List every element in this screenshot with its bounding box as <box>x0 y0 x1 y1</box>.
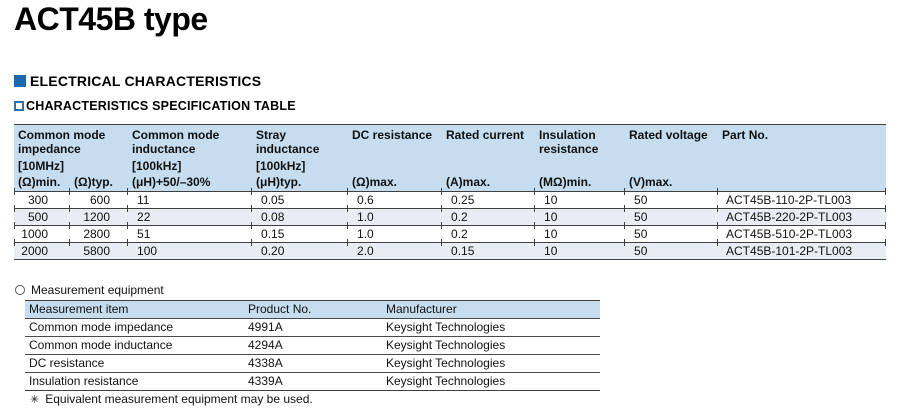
part-number: ACT45B-110-2P-TL003 <box>717 187 887 208</box>
cell: Insulation resistance <box>29 374 139 388</box>
cell: 4294A <box>248 338 283 352</box>
col-rated-voltage: Rated voltage <box>625 124 719 158</box>
col-common-mode-inductance: Common mode inductance <box>128 124 253 158</box>
equivalent-equipment-note: ✳ Equivalent measurement equipment may b… <box>30 392 313 406</box>
cell: 50 <box>624 204 719 225</box>
cell: DC resistance <box>29 356 105 370</box>
cell: 600 <box>68 187 128 208</box>
measurement-label-text: Measurement equipment <box>31 283 164 297</box>
cell: 10 <box>534 187 625 208</box>
cell: 4339A <box>248 374 283 388</box>
unit-uh-tol: (μH)+50/–30% <box>128 173 253 191</box>
cell: 5800 <box>68 238 129 259</box>
spec-header-units: (Ω)min. (Ω)typ. (μH)+50/–30% (μH)typ. (Ω… <box>14 173 887 191</box>
unit-v-max: (V)max. <box>625 173 719 191</box>
col-measurement-item: Measurement item <box>25 300 244 319</box>
cell: 10 <box>534 238 626 259</box>
spec-row: 500 1200 22 0.08 1.0 0.2 10 50 ACT45B-22… <box>14 204 887 225</box>
col-part-no: Part No. <box>718 124 887 158</box>
cell: 0.05 <box>251 187 348 208</box>
part-number: ACT45B-101-2P-TL003 <box>717 238 887 259</box>
measurement-row: Insulation resistance 4339A Keysight Tec… <box>25 372 600 391</box>
measurement-row: Common mode impedance 4991A Keysight Tec… <box>25 318 600 337</box>
col-rated-current: Rated current <box>442 124 536 158</box>
section-heading: ELECTRICAL CHARACTERISTICS <box>30 73 262 89</box>
footnote-text: Equivalent measurement equipment may be … <box>45 392 313 406</box>
spec-row: 300 600 11 0.05 0.6 0.25 10 50 ACT45B-11… <box>14 187 887 208</box>
cell: 10 <box>534 204 626 225</box>
cell: 4338A <box>248 356 283 370</box>
cell: Common mode inductance <box>29 338 173 352</box>
part-number: ACT45B-510-2P-TL003 <box>717 221 887 242</box>
subsection-heading: CHARACTERISTICS SPECIFICATION TABLE <box>26 99 296 113</box>
unit-a-max: (A)max. <box>442 173 536 191</box>
cell: 0.2 <box>441 221 535 242</box>
cell: Common mode impedance <box>29 320 174 334</box>
cell: 0.2 <box>441 204 536 225</box>
spec-header-bands: [10MHz] [100kHz] [100kHz] <box>14 157 887 174</box>
outline-square-icon <box>14 101 24 111</box>
spec-row: 1000 2800 51 0.15 1.0 0.2 10 50 ACT45B-5… <box>14 221 887 242</box>
page-title: ACT45B type <box>14 1 208 37</box>
cell: 1200 <box>68 204 129 225</box>
col-manufacturer: Manufacturer <box>382 300 600 319</box>
cell: 0.15 <box>251 221 348 242</box>
measurement-header: Measurement item Product No. Manufacture… <box>25 300 600 319</box>
section-electrical-characteristics: ELECTRICAL CHARACTERISTICS <box>14 73 261 89</box>
col-product-no: Product No. <box>244 300 382 319</box>
cell: 0.20 <box>251 238 349 259</box>
asterisk-icon: ✳ <box>30 394 40 406</box>
cell: 22 <box>127 204 253 225</box>
cell: 0.08 <box>251 204 349 225</box>
cell: 100 <box>127 238 253 259</box>
cell: Keysight Technologies <box>386 374 506 388</box>
cell: 50 <box>624 221 718 242</box>
cell: 11 <box>127 187 252 208</box>
cell: 1.0 <box>347 204 443 225</box>
col-insulation-resistance: Insulation resistance <box>535 124 626 158</box>
unit-mohm-min: (MΩ)min. <box>535 173 626 191</box>
band-100khz-stray: [100kHz] <box>252 157 349 174</box>
cell: 1.0 <box>347 221 442 242</box>
unit-ohm-min: (Ω)min. <box>14 173 70 191</box>
cell: 0.15 <box>441 238 536 259</box>
measurement-row: Common mode inductance 4294A Keysight Te… <box>25 336 600 355</box>
cell: Keysight Technologies <box>386 320 506 334</box>
cell: 50 <box>624 238 719 259</box>
cell: 300 <box>14 187 70 208</box>
filled-square-icon <box>14 75 26 87</box>
section-spec-table: CHARACTERISTICS SPECIFICATION TABLE <box>14 99 296 113</box>
cell: 2000 <box>14 238 70 259</box>
spec-header-names: Common mode impedance Common mode induct… <box>14 124 887 158</box>
measurement-row: DC resistance 4338A Keysight Technologie… <box>25 354 600 373</box>
cell: 4991A <box>248 320 283 334</box>
measurement-equipment-label: Measurement equipment <box>15 283 164 297</box>
cell: 2800 <box>68 221 128 242</box>
col-stray-inductance: Stray inductance <box>252 124 349 158</box>
spec-table: Common mode impedance Common mode induct… <box>14 124 887 260</box>
cell: 1000 <box>14 221 70 242</box>
cell: 2.0 <box>347 238 443 259</box>
unit-ohm-max: (Ω)max. <box>348 173 443 191</box>
cell: 500 <box>14 204 70 225</box>
cell: Keysight Technologies <box>386 356 506 370</box>
unit-ohm-typ: (Ω)typ. <box>70 173 129 191</box>
cell: 50 <box>624 187 718 208</box>
part-number: ACT45B-220-2P-TL003 <box>717 204 887 225</box>
cell: 10 <box>534 221 625 242</box>
col-common-mode-impedance: Common mode impedance <box>14 124 129 158</box>
spec-row: 2000 5800 100 0.20 2.0 0.15 10 50 ACT45B… <box>14 238 887 259</box>
col-dc-resistance: DC resistance <box>348 124 443 158</box>
cell: 51 <box>127 221 252 242</box>
measurement-table: Measurement item Product No. Manufacture… <box>25 300 600 391</box>
band-100khz-inductance: [100kHz] <box>128 157 253 174</box>
cell: 0.25 <box>441 187 535 208</box>
cell: 0.6 <box>347 187 442 208</box>
circle-bullet-icon <box>15 285 25 295</box>
cell: Keysight Technologies <box>386 338 506 352</box>
unit-uh-typ: (μH)typ. <box>252 173 349 191</box>
band-10mhz: [10MHz] <box>14 157 129 174</box>
